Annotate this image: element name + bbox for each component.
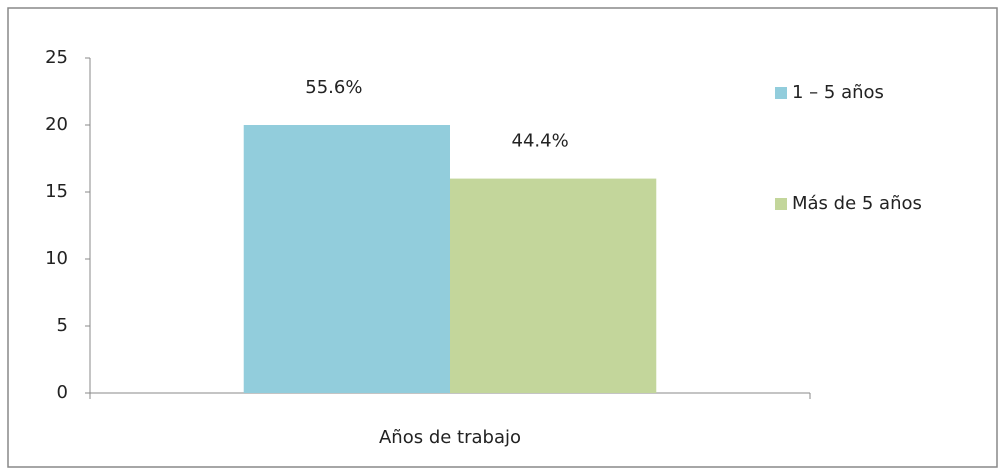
data-label: 55.6% [305,77,362,98]
y-tick-label: 25 [45,47,68,68]
y-tick-label: 0 [57,382,68,403]
legend-swatch [775,87,787,99]
bar [450,178,657,393]
legend-label: 1 – 5 años [792,82,884,103]
legend-swatch [775,198,787,210]
y-tick-label: 10 [45,248,68,269]
bar [243,125,450,393]
y-tick-label: 5 [57,315,68,336]
y-tick-label: 20 [45,114,68,135]
x-tick-label: Años de trabajo [379,427,521,448]
data-label: 44.4% [512,131,569,152]
y-tick-label: 15 [45,181,68,202]
legend-label: Más de 5 años [792,193,922,214]
